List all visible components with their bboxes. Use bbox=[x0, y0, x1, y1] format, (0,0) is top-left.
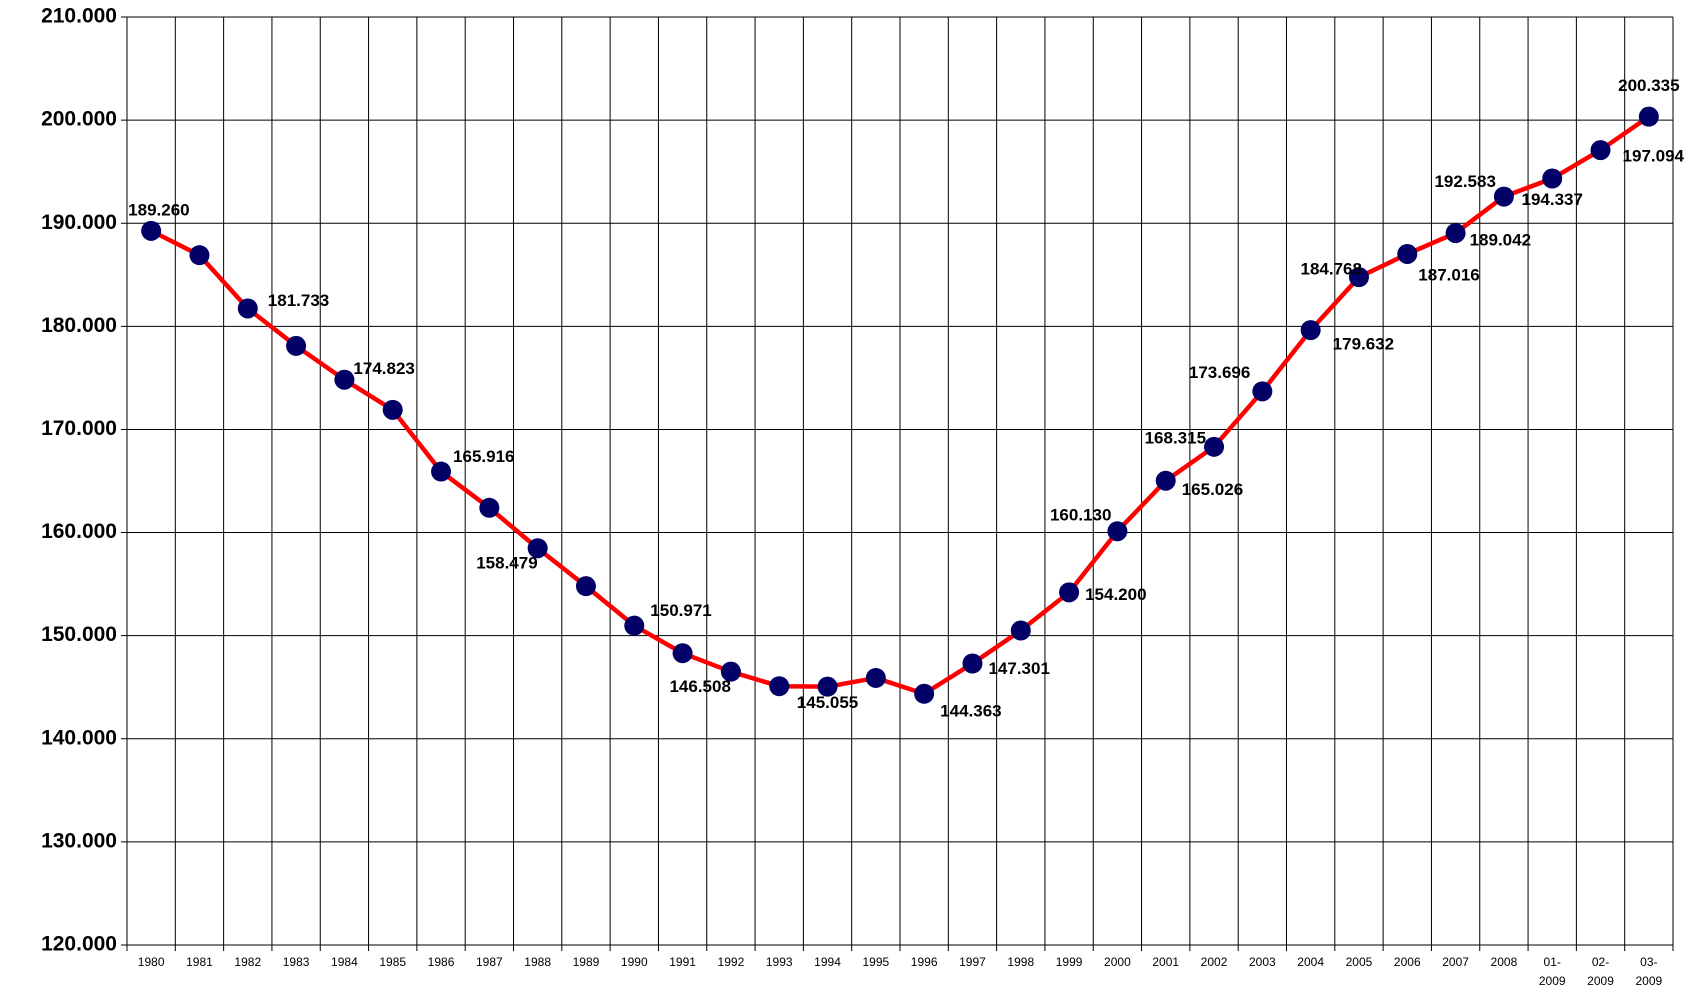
point bbox=[383, 400, 403, 420]
x-tick-label: 2000 bbox=[1104, 955, 1131, 969]
x-tick-label: 1985 bbox=[379, 955, 406, 969]
y-tick-label: 200.000 bbox=[41, 108, 117, 131]
point bbox=[1156, 471, 1176, 491]
x-tick-label: 1983 bbox=[283, 955, 310, 969]
value-label: 150.971 bbox=[650, 601, 711, 620]
value-label: 165.026 bbox=[1182, 480, 1243, 499]
x-tick-label: 1987 bbox=[476, 955, 503, 969]
value-label: 200.335 bbox=[1618, 76, 1679, 95]
point bbox=[1059, 582, 1079, 602]
value-label: 189.042 bbox=[1470, 231, 1531, 250]
x-tick-label: 2003 bbox=[1249, 955, 1276, 969]
y-tick-label: 190.000 bbox=[41, 211, 117, 234]
x-tick-label: 2001 bbox=[1152, 955, 1179, 969]
x-tick-label: 1988 bbox=[524, 955, 551, 969]
x-tick-label: 1998 bbox=[1007, 955, 1034, 969]
y-tick-label: 170.000 bbox=[41, 417, 117, 440]
x-tick-label: 1982 bbox=[234, 955, 261, 969]
value-label: 144.363 bbox=[940, 701, 1001, 720]
point bbox=[238, 298, 258, 318]
x-tick-label: 1993 bbox=[766, 955, 793, 969]
x-tick-label: 2005 bbox=[1346, 955, 1373, 969]
point bbox=[576, 576, 596, 596]
value-label: 181.733 bbox=[268, 291, 329, 310]
x-tick-label: 1980 bbox=[138, 955, 165, 969]
x-tick-label: 02-2009 bbox=[1587, 955, 1614, 988]
chart: 120.000 130.000 140.000 150.000 160.000 170.0… bbox=[0, 0, 1690, 988]
x-tick-label: 1984 bbox=[331, 955, 358, 969]
x-tick-label: 2002 bbox=[1201, 955, 1228, 969]
point bbox=[962, 653, 982, 673]
value-label: 194.337 bbox=[1521, 190, 1582, 209]
x-tick-label: 1997 bbox=[959, 955, 986, 969]
x-tick-label: 1995 bbox=[862, 955, 889, 969]
y-tick-label: 150.000 bbox=[41, 623, 117, 646]
point bbox=[769, 676, 789, 696]
point bbox=[1204, 437, 1224, 457]
value-label: 158.479 bbox=[476, 554, 537, 573]
point bbox=[479, 498, 499, 518]
x-tick-label: 1994 bbox=[814, 955, 841, 969]
point bbox=[866, 668, 886, 688]
y-tick-label: 160.000 bbox=[41, 520, 117, 543]
value-label: 168.315 bbox=[1145, 428, 1206, 447]
x-tick-label: 1990 bbox=[621, 955, 648, 969]
x-tick-label: 1981 bbox=[186, 955, 213, 969]
point bbox=[1542, 169, 1562, 189]
point bbox=[1252, 381, 1272, 401]
value-label: 184.768 bbox=[1301, 260, 1362, 279]
y-tick-label: 120.000 bbox=[41, 933, 117, 956]
x-tick-label: 1986 bbox=[428, 955, 455, 969]
point bbox=[1494, 187, 1514, 207]
value-label: 146.508 bbox=[669, 677, 730, 696]
value-label: 192.583 bbox=[1434, 172, 1495, 191]
x-tick-label: 1992 bbox=[718, 955, 745, 969]
point bbox=[624, 616, 644, 636]
point bbox=[189, 245, 209, 265]
point bbox=[1446, 223, 1466, 243]
x-tick-label: 1989 bbox=[573, 955, 600, 969]
x-tick-label: 01-2009 bbox=[1539, 955, 1566, 988]
x-tick-label: 03-2009 bbox=[1635, 955, 1662, 988]
point bbox=[141, 221, 161, 241]
value-label: 145.055 bbox=[797, 693, 858, 712]
point bbox=[1011, 621, 1031, 641]
value-label: 154.200 bbox=[1085, 585, 1146, 604]
point bbox=[914, 684, 934, 704]
value-label: 147.301 bbox=[988, 659, 1049, 678]
x-tick-label: 2008 bbox=[1491, 955, 1518, 969]
point bbox=[1639, 107, 1659, 127]
x-tick-label: 2004 bbox=[1297, 955, 1324, 969]
y-tick-label: 130.000 bbox=[41, 829, 117, 852]
value-label: 187.016 bbox=[1418, 265, 1479, 284]
y-tick-label: 210.000 bbox=[41, 5, 117, 28]
y-tick-label: 180.000 bbox=[41, 314, 117, 337]
point bbox=[1591, 140, 1611, 160]
value-label: 174.823 bbox=[353, 359, 414, 378]
value-label: 160.130 bbox=[1050, 506, 1111, 525]
point bbox=[1397, 244, 1417, 264]
value-label: 179.632 bbox=[1333, 335, 1394, 354]
point bbox=[431, 462, 451, 482]
x-tick-label: 2006 bbox=[1394, 955, 1421, 969]
point bbox=[286, 336, 306, 356]
x-tick-label: 1996 bbox=[911, 955, 938, 969]
point bbox=[673, 643, 693, 663]
y-tick-label: 140.000 bbox=[41, 726, 117, 749]
point bbox=[334, 370, 354, 390]
value-label: 197.094 bbox=[1623, 147, 1685, 166]
x-tick-label: 1991 bbox=[669, 955, 696, 969]
value-label: 189.260 bbox=[128, 200, 189, 219]
value-label: 173.696 bbox=[1189, 363, 1250, 382]
x-tick-label: 2007 bbox=[1442, 955, 1469, 969]
value-label: 165.916 bbox=[453, 447, 514, 466]
x-tick-label: 1999 bbox=[1056, 955, 1083, 969]
point bbox=[1301, 320, 1321, 340]
